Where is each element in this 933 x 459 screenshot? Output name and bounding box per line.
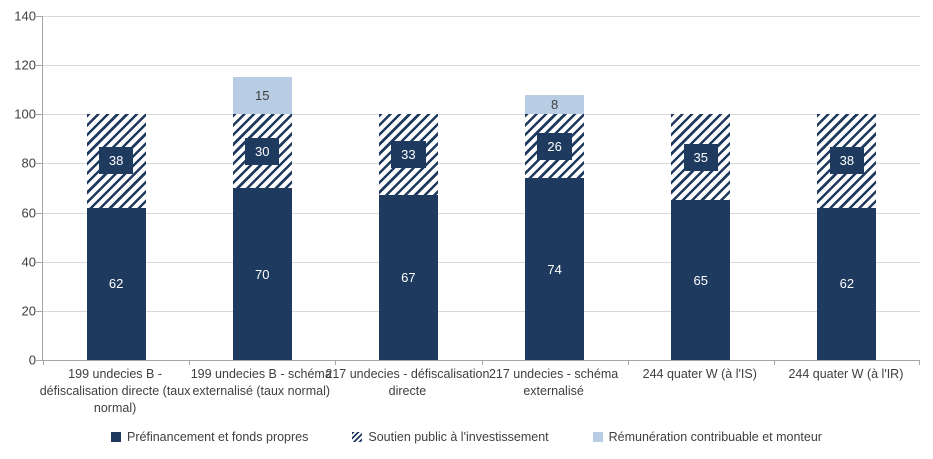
y-axis-tick-label: 80: [21, 155, 36, 171]
category-label: 244 quater W (à l'IR): [788, 367, 904, 381]
category-label: 217 undecies - schéma externalisé: [488, 367, 619, 398]
x-axis-tick: [919, 360, 920, 365]
bar-segment-solid: 74: [525, 178, 585, 360]
bar-segment-hatched: 35: [671, 114, 731, 201]
bar-segment-label: 74: [547, 261, 562, 277]
bar-segment-hatched: 38: [817, 114, 877, 208]
bar-segment-label: 38: [98, 147, 134, 175]
bar-segment-label: 8: [550, 96, 559, 112]
x-axis-labels: 199 undecies B - défiscalisation directe…: [40, 366, 919, 424]
bar: 67 33: [378, 16, 438, 360]
bar: 62 38: [817, 16, 877, 360]
bar-segment-hatched: 38: [86, 114, 146, 208]
y-axis-tick: [36, 310, 43, 312]
x-axis-tick: [481, 360, 483, 365]
bar-segment-solid: 70: [232, 188, 292, 360]
bar-segment-light: 8: [525, 94, 585, 115]
bar-segment-label: 62: [108, 276, 124, 292]
y-axis-tick: [36, 114, 43, 116]
bar: 62 38: [86, 16, 146, 360]
bar-segment-label: 15: [255, 88, 270, 104]
legend-marker-solid: [111, 432, 122, 442]
bar-segment-label: 26: [537, 132, 572, 160]
legend: Préfinancement et fonds propres Soutien p…: [0, 430, 933, 444]
bar-segment-label: 67: [401, 270, 416, 286]
y-axis-tick: [36, 16, 43, 17]
bar-segment-solid: 65: [671, 200, 731, 360]
y-axis-tick-label: 120: [14, 57, 36, 73]
legend-label: Préfinancement et fonds propres: [127, 430, 309, 444]
category-label: 217 undecies - défiscalisation directe: [325, 367, 490, 398]
gridline: [43, 163, 920, 165]
bar-segment-hatched: 26: [525, 114, 585, 179]
bar-segment-solid: 67: [378, 195, 438, 360]
bar: 74 26 8: [525, 16, 585, 360]
bar-segment-solid: 62: [86, 207, 146, 360]
bar-segment-label: 62: [839, 276, 855, 292]
y-axis-tick: [36, 360, 43, 361]
category-label: 199 undecies B - défiscalisation directe…: [39, 367, 191, 415]
y-axis-labels: 0 20 40 60 80 100 120 140: [0, 9, 36, 368]
y-axis-tick-label: 0: [28, 352, 36, 368]
legend-label: Soutien public à l'investissement: [368, 430, 549, 444]
bar-segment-label: 35: [683, 143, 718, 171]
gridline: [43, 212, 920, 214]
legend-item: Préfinancement et fonds propres: [111, 430, 308, 444]
x-axis-tick: [189, 360, 191, 365]
x-axis-tick: [43, 360, 44, 365]
x-axis-tick: [335, 360, 337, 365]
legend-marker-hatched: [352, 432, 363, 442]
category-label: 244 quater W (à l'IS): [642, 367, 757, 381]
x-axis-tick: [773, 360, 775, 365]
y-axis-tick-label: 60: [21, 205, 36, 221]
bar: 70 30 15: [232, 16, 292, 360]
bar-segment-solid: 62: [817, 207, 877, 360]
legend-label: Rémunération contribuable et monteur: [608, 430, 822, 444]
bar-segment-hatched: 30: [232, 114, 292, 188]
legend-item: Soutien public à l'investissement: [352, 430, 549, 444]
legend-marker-light: [592, 432, 603, 442]
gridline: [43, 310, 920, 312]
y-axis-tick: [36, 163, 43, 165]
x-axis-tick: [627, 360, 629, 365]
y-axis-tick-label: 40: [21, 254, 36, 270]
y-axis-tick: [36, 261, 43, 263]
bar-segment-hatched: 33: [378, 114, 438, 196]
bar-segment-label: 38: [829, 147, 865, 175]
y-axis-tick-label: 140: [14, 8, 36, 24]
legend-item: Rémunération contribuable et monteur: [592, 430, 822, 444]
category-label: 199 undecies B - schéma externalisé (tau…: [190, 367, 332, 398]
y-axis-tick-label: 20: [21, 303, 36, 319]
y-axis-tick: [36, 212, 43, 214]
bar: 65 35: [671, 16, 731, 360]
bar-segment-label: 70: [255, 266, 270, 282]
bar-segment-light: 15: [232, 77, 292, 115]
y-axis-tick-label: 100: [14, 106, 36, 122]
gridline: [43, 65, 920, 67]
bar-segment-label: 33: [391, 141, 426, 169]
gridline: [43, 114, 920, 116]
y-axis-tick: [36, 65, 43, 67]
plot-area: 62 38 70 30 15 67 33 74 26 8 65 35 62 38: [36, 16, 920, 365]
bar-segment-label: 65: [693, 272, 708, 288]
bar-segment-label: 30: [245, 137, 280, 165]
gridline: [43, 16, 920, 17]
gridline: [43, 261, 920, 263]
